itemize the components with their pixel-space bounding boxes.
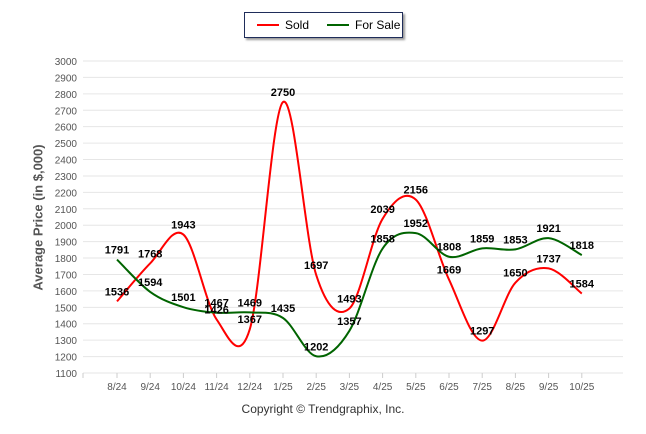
data-label: 1859: [470, 233, 494, 245]
data-label: 1943: [171, 220, 195, 232]
data-label: 1469: [238, 297, 262, 309]
data-label: 1650: [503, 268, 527, 280]
x-tick-label: 11/24: [204, 382, 229, 393]
data-label: 1697: [304, 260, 328, 272]
legend-forsale-swatch: [327, 24, 350, 26]
y-tick-label: 2300: [55, 172, 78, 183]
y-axis-ticks: 1100 1200 1300 1400 1500 1600 1700 1800 1900 2000…: [55, 57, 78, 380]
series-lines: [116, 101, 583, 358]
data-label: 1737: [536, 253, 560, 265]
legend: Sold For Sale: [244, 12, 403, 38]
y-tick-label: 3000: [55, 57, 78, 68]
data-label: 1202: [304, 341, 328, 353]
data-label: 1952: [404, 218, 428, 230]
data-label: 1768: [138, 248, 162, 260]
x-tick-label: 8/24: [107, 382, 127, 393]
x-tick-label: 5/25: [406, 382, 426, 393]
y-tick-label: 2700: [55, 106, 78, 117]
y-axis-label: Average Price (in $,000): [30, 144, 46, 291]
grid-lines: [83, 60, 623, 374]
data-label: 1853: [503, 234, 527, 246]
y-tick-label: 1400: [55, 320, 78, 331]
data-label: 1426: [204, 304, 228, 316]
y-tick-label: 2100: [55, 205, 78, 216]
data-label: 2039: [370, 204, 394, 216]
legend-forsale-label: For Sale: [355, 18, 401, 32]
data-label: 1584: [570, 279, 595, 291]
x-tick-label: 10/24: [171, 382, 196, 393]
y-tick-label: 1100: [55, 369, 77, 380]
y-tick-label: 2000: [55, 221, 78, 232]
x-tick-label: 7/25: [472, 382, 492, 393]
data-label: 1297: [470, 326, 494, 338]
data-label: 1357: [337, 316, 361, 328]
y-tick-label: 1800: [55, 254, 78, 265]
data-label: 1501: [171, 292, 195, 304]
y-tick-label: 2200: [55, 188, 78, 199]
y-tick-label: 1700: [55, 270, 78, 281]
x-tick-label: 1/25: [273, 382, 293, 393]
x-tick-label: 6/25: [439, 382, 459, 393]
x-tick-label: 4/25: [373, 382, 393, 393]
y-tick-label: 2600: [55, 123, 78, 134]
y-tick-label: 2400: [55, 156, 78, 167]
data-label: 2156: [404, 185, 428, 197]
y-tick-label: 1300: [55, 336, 78, 347]
data-label: 1594: [138, 277, 163, 289]
x-tick-label: 2/25: [306, 382, 326, 393]
copyright: Copyright © Trendgraphix, Inc.: [241, 402, 405, 416]
x-tick-label: 9/25: [539, 382, 559, 393]
y-tick-label: 1900: [55, 238, 78, 249]
data-label: 1808: [437, 242, 461, 254]
x-tick-label: 9/24: [140, 382, 160, 393]
data-label: 1858: [370, 234, 394, 246]
data-labels: 1536 1768 1943 1426 1367 2750 1697 1493 2039 2156…: [105, 87, 595, 353]
data-label: 2750: [271, 87, 295, 99]
y-tick-label: 2900: [55, 73, 78, 84]
sold-line: [116, 101, 583, 348]
data-label: 1467: [204, 298, 228, 310]
y-tick-label: 1600: [55, 287, 78, 298]
x-tick-label: 3/25: [340, 382, 360, 393]
y-tick-label: 1200: [55, 353, 78, 364]
x-tick-label: 12/24: [237, 382, 262, 393]
legend-sold-label: Sold: [285, 18, 310, 32]
data-label: 1536: [105, 286, 129, 298]
x-tick-label: 10/25: [569, 382, 594, 393]
data-label: 1435: [271, 303, 295, 315]
data-label: 1921: [536, 223, 560, 235]
data-label: 1791: [105, 245, 129, 257]
x-tick-label: 8/25: [506, 382, 526, 393]
data-label: 1669: [437, 265, 461, 277]
x-axis-ticks: 8/24 9/24 10/24 11/24 12/24 1/25 2/25 3/25 4/25 5…: [82, 373, 595, 393]
legend-sold-swatch: [257, 24, 279, 26]
for-sale-line: [116, 231, 583, 358]
y-tick-label: 2800: [55, 90, 78, 101]
y-tick-label: 2500: [55, 139, 78, 150]
data-label: 1493: [337, 293, 361, 305]
data-label: 1367: [238, 314, 262, 326]
y-tick-label: 1500: [55, 303, 78, 314]
data-label: 1818: [570, 240, 594, 252]
